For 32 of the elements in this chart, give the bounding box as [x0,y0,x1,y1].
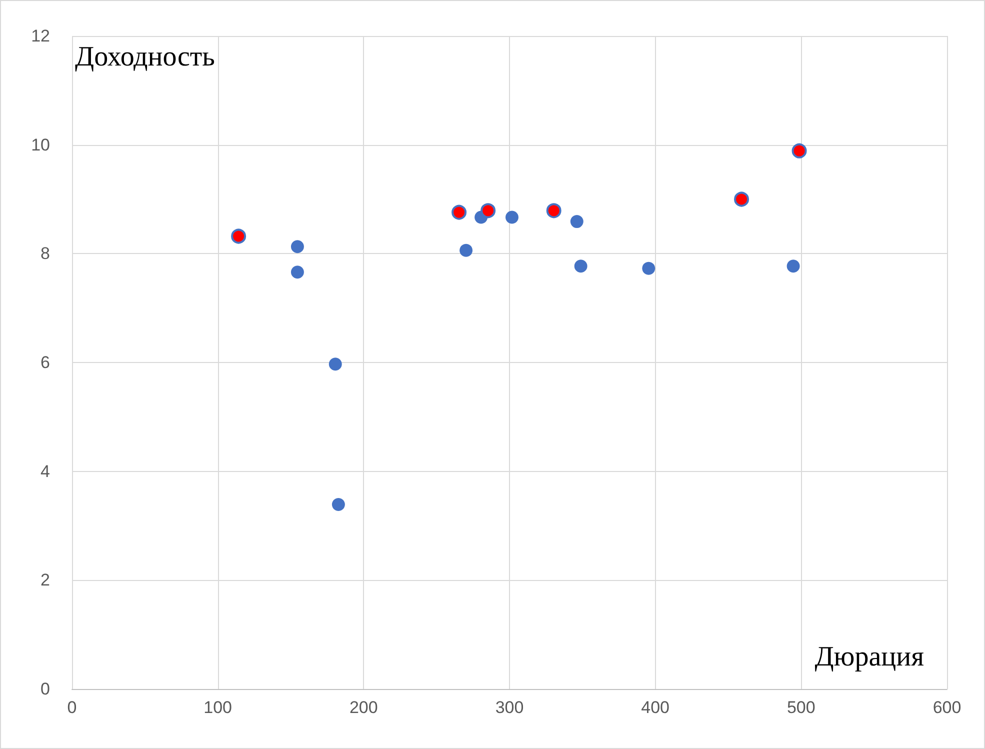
y-tick-label: 12 [31,26,50,46]
point [290,240,304,254]
y-tick-label: 8 [40,244,50,264]
point [546,203,562,218]
x-tick-label: 200 [349,698,378,717]
point [505,210,518,224]
point [480,203,496,218]
y-tick-label: 2 [40,570,50,590]
point [460,244,473,257]
point [231,228,246,244]
y-tick-label: 10 [31,135,50,154]
x-tick-label: 0 [67,698,77,717]
point [786,260,800,273]
y-tick-label: 0 [40,680,50,698]
point [290,266,304,279]
x-tick-label: 600 [932,698,962,717]
point [792,143,807,158]
y-axis-title: Доходность [75,42,215,72]
point [570,215,584,228]
point [642,262,656,275]
x-axis-title: Дюрация [814,642,924,672]
x-tick-label: 400 [641,698,670,717]
x-tick-label: 500 [786,698,816,717]
point [452,204,467,220]
x-tick-label: 100 [204,698,232,717]
y-tick-label: 4 [40,462,50,481]
point [328,358,342,371]
x-tick-label: 300 [495,698,524,717]
point [332,498,345,512]
point [574,260,588,273]
y-tick-label: 6 [40,353,50,372]
point [734,192,750,207]
